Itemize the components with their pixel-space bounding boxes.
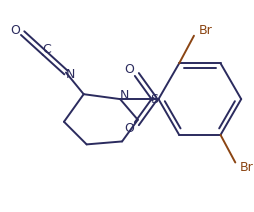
Text: O: O bbox=[10, 24, 20, 37]
Text: Br: Br bbox=[199, 24, 213, 37]
Text: S: S bbox=[151, 93, 158, 106]
Text: Br: Br bbox=[240, 161, 254, 174]
Text: O: O bbox=[124, 63, 134, 76]
Text: N: N bbox=[119, 89, 129, 102]
Text: C: C bbox=[42, 43, 51, 56]
Text: N: N bbox=[66, 68, 76, 81]
Text: O: O bbox=[124, 122, 134, 135]
